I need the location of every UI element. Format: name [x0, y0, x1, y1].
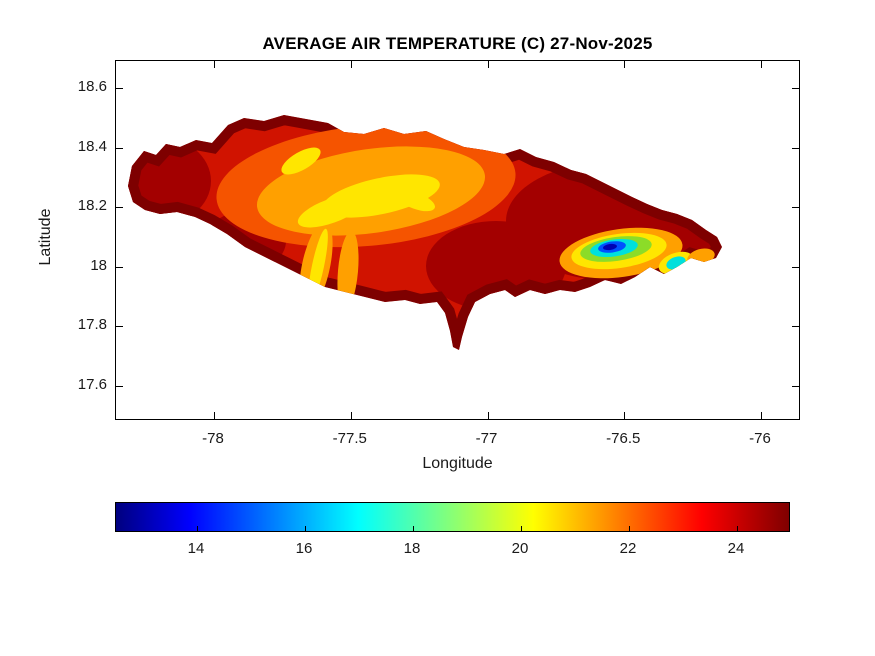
x-tick-label: -77.5 — [332, 430, 367, 447]
temp-streak-sw-orange-2 — [337, 231, 359, 311]
tick-mark — [521, 526, 522, 531]
tick-mark — [629, 526, 630, 531]
tick-mark — [487, 61, 489, 68]
tick-mark — [792, 266, 799, 268]
tick-mark — [624, 61, 626, 68]
colorbar-tick-label: 16 — [295, 540, 313, 557]
tick-mark — [350, 412, 352, 419]
tick-mark — [624, 412, 626, 419]
tick-mark — [350, 61, 352, 68]
tick-mark — [116, 266, 123, 268]
x-tick-label: -78 — [202, 430, 224, 447]
x-tick-label: -76.5 — [606, 430, 641, 447]
tick-mark — [737, 526, 738, 531]
y-tick-label: 17.6 — [77, 376, 107, 393]
chart-title: AVERAGE AIR TEMPERATURE (C) 27-Nov-2025 — [262, 34, 653, 53]
tick-mark — [413, 526, 414, 531]
tick-mark — [761, 412, 762, 419]
colorbar-tick-label: 22 — [619, 540, 637, 557]
tick-mark — [116, 386, 123, 387]
x-tick-label: -77 — [475, 430, 498, 447]
temp-spot-central-yellow — [397, 190, 435, 212]
colorbar-tick-label: 18 — [403, 540, 421, 557]
temperature-map — [128, 115, 722, 350]
colorbar-tick-label: 24 — [727, 540, 745, 557]
tick-mark — [197, 526, 198, 531]
x-axis-label: Longitude — [422, 455, 493, 472]
tick-mark — [792, 88, 799, 89]
plot-area — [115, 60, 800, 420]
tick-mark — [792, 147, 799, 149]
blue-mountain-navy-center — [603, 243, 617, 251]
y-axis-label: Latitude — [37, 208, 54, 266]
y-tick-label: 18.4 — [77, 137, 107, 155]
tick-mark — [116, 147, 123, 149]
x-tick-label: -76 — [749, 430, 771, 447]
y-tick-label: 18.6 — [77, 78, 107, 95]
tick-mark — [116, 88, 123, 89]
y-tick-label: 17.8 — [77, 316, 107, 334]
tick-mark — [792, 326, 799, 328]
colorbar — [115, 502, 790, 532]
tick-mark — [214, 61, 215, 68]
tick-mark — [792, 207, 799, 209]
tick-mark — [792, 386, 799, 387]
tick-mark — [116, 207, 123, 209]
tick-mark — [487, 412, 489, 419]
y-tick-label: 18.2 — [77, 197, 107, 215]
temp-region-north-yellow — [281, 147, 321, 175]
colorbar-tick-label: 20 — [511, 540, 529, 557]
tick-mark — [305, 526, 306, 531]
temp-region-central-yellow-2 — [297, 194, 365, 228]
colorbar-tick-label: 14 — [187, 540, 205, 557]
tick-mark — [214, 412, 215, 419]
y-tick-label: 18 — [90, 256, 107, 274]
tick-mark — [761, 61, 762, 68]
tick-mark — [116, 326, 123, 328]
